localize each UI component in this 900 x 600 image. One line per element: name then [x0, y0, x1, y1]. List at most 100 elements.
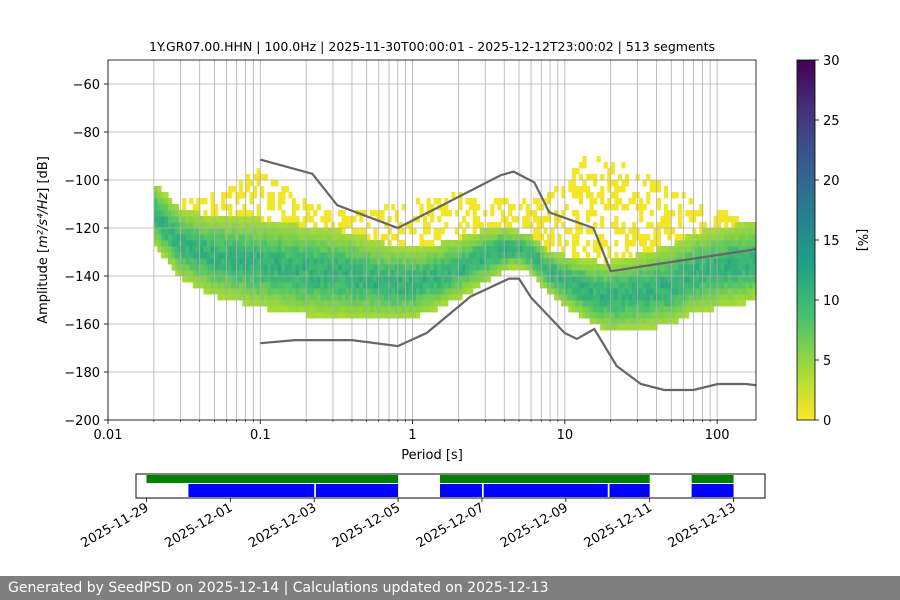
heatmap-cell	[731, 294, 736, 301]
heatmap-cell	[508, 228, 513, 235]
heatmap-cell	[341, 294, 346, 301]
heatmap-cell	[277, 270, 282, 277]
heatmap-cell	[575, 264, 580, 271]
heatmap-cell	[281, 264, 286, 271]
heatmap-cell	[171, 246, 176, 253]
heatmap-cell	[497, 264, 502, 271]
heatmap-cell	[653, 270, 658, 277]
heatmap-cell	[249, 240, 254, 247]
heatmap-cell	[614, 276, 619, 283]
heatmap-cell	[713, 282, 718, 289]
colorbar-tick-label: 10	[823, 294, 840, 309]
heatmap-cell	[734, 228, 739, 235]
heatmap-cell	[423, 270, 428, 277]
heatmap-cell	[182, 234, 187, 241]
heatmap-cell	[653, 240, 658, 247]
heatmap-cell	[217, 252, 222, 259]
heatmap-cell	[709, 282, 715, 289]
heatmap-cell	[260, 264, 265, 271]
heatmap-cell	[504, 258, 509, 265]
heatmap-cell	[554, 282, 559, 289]
heatmap-cell	[153, 240, 158, 247]
heatmap-cell	[603, 162, 608, 169]
heatmap-cell	[345, 276, 350, 283]
heatmap-cell	[253, 294, 258, 301]
heatmap-cell	[348, 240, 353, 247]
heatmap-cell	[674, 312, 679, 319]
heatmap-cell	[748, 276, 754, 283]
heatmap-cell	[210, 264, 215, 271]
heatmap-cell	[600, 276, 605, 283]
heatmap-cell	[699, 300, 704, 307]
heatmap-cell	[288, 222, 293, 229]
heatmap-cell	[238, 216, 243, 223]
heatmap-cell	[497, 222, 502, 229]
heatmap-cell	[444, 246, 449, 253]
heatmap-cell	[359, 258, 364, 265]
heatmap-cell	[688, 234, 693, 241]
coverage-segment-green	[146, 475, 399, 483]
heatmap-cell	[472, 222, 477, 229]
heatmap-cell	[479, 252, 484, 259]
heatmap-cell	[171, 258, 176, 265]
heatmap-cell	[600, 216, 605, 223]
heatmap-cell	[214, 204, 219, 211]
heatmap-cell	[423, 300, 428, 307]
heatmap-cell	[235, 282, 240, 289]
heatmap-cell	[373, 312, 378, 319]
heatmap-cell	[437, 246, 442, 253]
heatmap-cell	[221, 240, 226, 247]
heatmap-cell	[242, 288, 247, 295]
heatmap-cell	[585, 294, 591, 301]
heatmap-cell	[345, 246, 350, 253]
heatmap-cell	[260, 300, 265, 307]
heatmap-cell	[235, 246, 240, 253]
heatmap-cell	[192, 234, 197, 241]
heatmap-cell	[646, 246, 651, 253]
heatmap-cell	[185, 216, 190, 223]
heatmap-cell	[263, 282, 268, 289]
heatmap-cell	[653, 258, 658, 265]
heatmap-cell	[373, 306, 378, 313]
heatmap-cell	[724, 294, 729, 301]
heatmap-cell	[267, 240, 272, 247]
heatmap-cell	[387, 312, 392, 319]
heatmap-cell	[632, 294, 637, 301]
heatmap-cell	[554, 252, 559, 259]
heatmap-cell	[663, 282, 669, 289]
heatmap-cell	[157, 234, 162, 241]
heatmap-cell	[709, 258, 715, 265]
heatmap-cell	[260, 216, 265, 223]
heatmap-cell	[504, 240, 509, 247]
heatmap-cell	[235, 240, 240, 247]
heatmap-cell	[401, 306, 406, 313]
heatmap-cell	[607, 168, 612, 175]
heatmap-cell	[157, 240, 162, 247]
heatmap-cell	[752, 234, 756, 241]
heatmap-cell	[171, 216, 176, 223]
heatmap-cell	[695, 306, 700, 313]
heatmap-cell	[670, 210, 676, 217]
heatmap-cell	[238, 282, 243, 289]
heatmap-cell	[564, 288, 569, 295]
heatmap-cell	[575, 234, 580, 241]
heatmap-cell	[355, 270, 360, 277]
heatmap-cell	[398, 222, 403, 229]
heatmap-cell	[490, 222, 495, 229]
heatmap-cell	[426, 270, 431, 277]
heatmap-cell	[260, 258, 265, 265]
heatmap-cell	[249, 258, 254, 265]
heatmap-cell	[242, 234, 247, 241]
heatmap-cell	[267, 294, 272, 301]
heatmap-cell	[391, 288, 396, 295]
heatmap-cell	[313, 306, 318, 313]
heatmap-cell	[593, 174, 598, 181]
heatmap-cell	[745, 228, 750, 235]
heatmap-cell	[571, 276, 576, 283]
heatmap-cell	[706, 300, 711, 307]
heatmap-cell	[362, 246, 367, 253]
heatmap-cell	[433, 276, 438, 283]
heatmap-cell	[646, 276, 651, 283]
heatmap-cell	[245, 258, 251, 265]
heatmap-cell	[734, 252, 739, 259]
